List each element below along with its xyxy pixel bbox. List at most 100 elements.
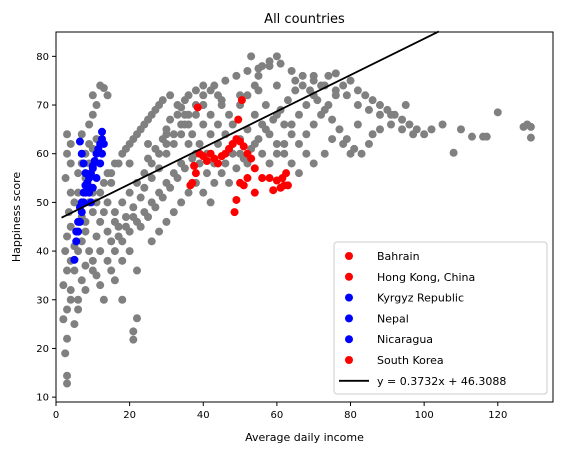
background-point xyxy=(206,198,215,207)
background-point xyxy=(81,286,90,295)
background-point xyxy=(125,188,134,197)
legend-fit-label: y = 0.3732x + 46.3088 xyxy=(377,375,506,388)
background-point xyxy=(162,149,171,158)
series-point xyxy=(81,169,90,178)
series-point xyxy=(265,174,274,183)
background-point xyxy=(228,120,237,129)
background-point xyxy=(213,120,222,129)
series-point xyxy=(232,195,241,204)
background-point xyxy=(269,115,278,124)
background-point xyxy=(309,159,318,168)
x-tick-label: 100 xyxy=(415,410,434,421)
series-point xyxy=(77,198,86,207)
background-point xyxy=(184,139,193,148)
chart-title: All countries xyxy=(264,12,345,27)
background-point xyxy=(107,169,116,178)
background-point xyxy=(206,130,215,139)
background-point xyxy=(96,217,105,226)
background-point xyxy=(353,101,362,110)
background-point xyxy=(85,139,94,148)
x-axis: 0 20 40 60 80 100 120 xyxy=(53,402,507,421)
background-point xyxy=(158,96,167,105)
background-point xyxy=(144,139,153,148)
y-axis: 10 20 30 40 50 60 70 80 xyxy=(36,52,56,404)
background-point xyxy=(272,139,281,148)
background-point xyxy=(287,120,296,129)
series-point xyxy=(99,139,108,148)
background-point xyxy=(346,76,355,85)
legend-marker xyxy=(345,293,353,302)
background-point xyxy=(309,120,318,129)
background-point xyxy=(493,108,502,117)
background-point xyxy=(96,247,105,256)
series-point xyxy=(83,178,92,187)
series-point xyxy=(74,217,83,226)
legend-label: Nicaragua xyxy=(377,333,433,346)
series-point xyxy=(75,137,84,146)
background-point xyxy=(88,110,97,119)
background-point xyxy=(63,305,72,314)
background-point xyxy=(350,144,359,153)
background-point xyxy=(103,198,112,207)
background-point xyxy=(114,159,123,168)
background-point xyxy=(151,203,160,212)
background-point xyxy=(199,188,208,197)
series-point xyxy=(234,115,243,124)
background-point xyxy=(368,130,377,139)
background-point xyxy=(247,52,256,61)
series-point xyxy=(230,208,239,217)
background-point xyxy=(261,125,270,134)
background-point xyxy=(103,227,112,236)
background-point xyxy=(280,149,289,158)
background-point xyxy=(409,130,418,139)
background-point xyxy=(306,86,315,95)
background-point xyxy=(320,105,329,114)
background-point xyxy=(294,110,303,119)
background-point xyxy=(107,266,116,275)
series-point xyxy=(250,164,259,173)
background-point xyxy=(173,174,182,183)
background-point xyxy=(169,130,178,139)
background-point xyxy=(129,213,138,221)
legend-label: Kyrgyz Republic xyxy=(377,292,464,305)
legend-marker xyxy=(345,356,353,364)
background-point xyxy=(162,130,171,139)
background-point xyxy=(302,130,311,139)
series-point xyxy=(190,161,199,170)
background-point xyxy=(342,135,351,144)
background-point xyxy=(177,198,186,207)
background-point xyxy=(61,247,70,256)
legend-items: Bahrain Hong Kong, China Kyrgyz Republic Ne… xyxy=(339,250,506,388)
background-point xyxy=(99,83,108,92)
background-point xyxy=(74,295,83,304)
series-point xyxy=(191,169,200,178)
background-point xyxy=(70,266,79,275)
background-point xyxy=(199,91,208,100)
background-point xyxy=(302,101,311,110)
background-point xyxy=(118,256,127,265)
background-points-group xyxy=(59,52,535,388)
background-point xyxy=(342,91,351,100)
background-point xyxy=(173,110,182,119)
series-point xyxy=(72,227,81,236)
background-point xyxy=(151,105,160,114)
background-point xyxy=(63,149,72,158)
background-point xyxy=(456,125,465,134)
background-point xyxy=(280,120,289,129)
background-point xyxy=(387,120,396,129)
background-point xyxy=(427,125,436,134)
y-tick-label: 60 xyxy=(36,149,49,160)
background-point xyxy=(88,91,97,100)
background-point xyxy=(225,178,234,187)
series-point xyxy=(239,142,248,151)
y-tick-label: 70 xyxy=(36,101,49,112)
background-point xyxy=(232,71,241,80)
background-point xyxy=(144,213,153,221)
legend-label: South Korea xyxy=(377,354,444,367)
background-point xyxy=(276,59,285,68)
series-point xyxy=(72,237,81,246)
background-point xyxy=(99,295,108,304)
series-point xyxy=(258,174,267,183)
background-point xyxy=(77,130,86,139)
background-point xyxy=(184,91,193,100)
